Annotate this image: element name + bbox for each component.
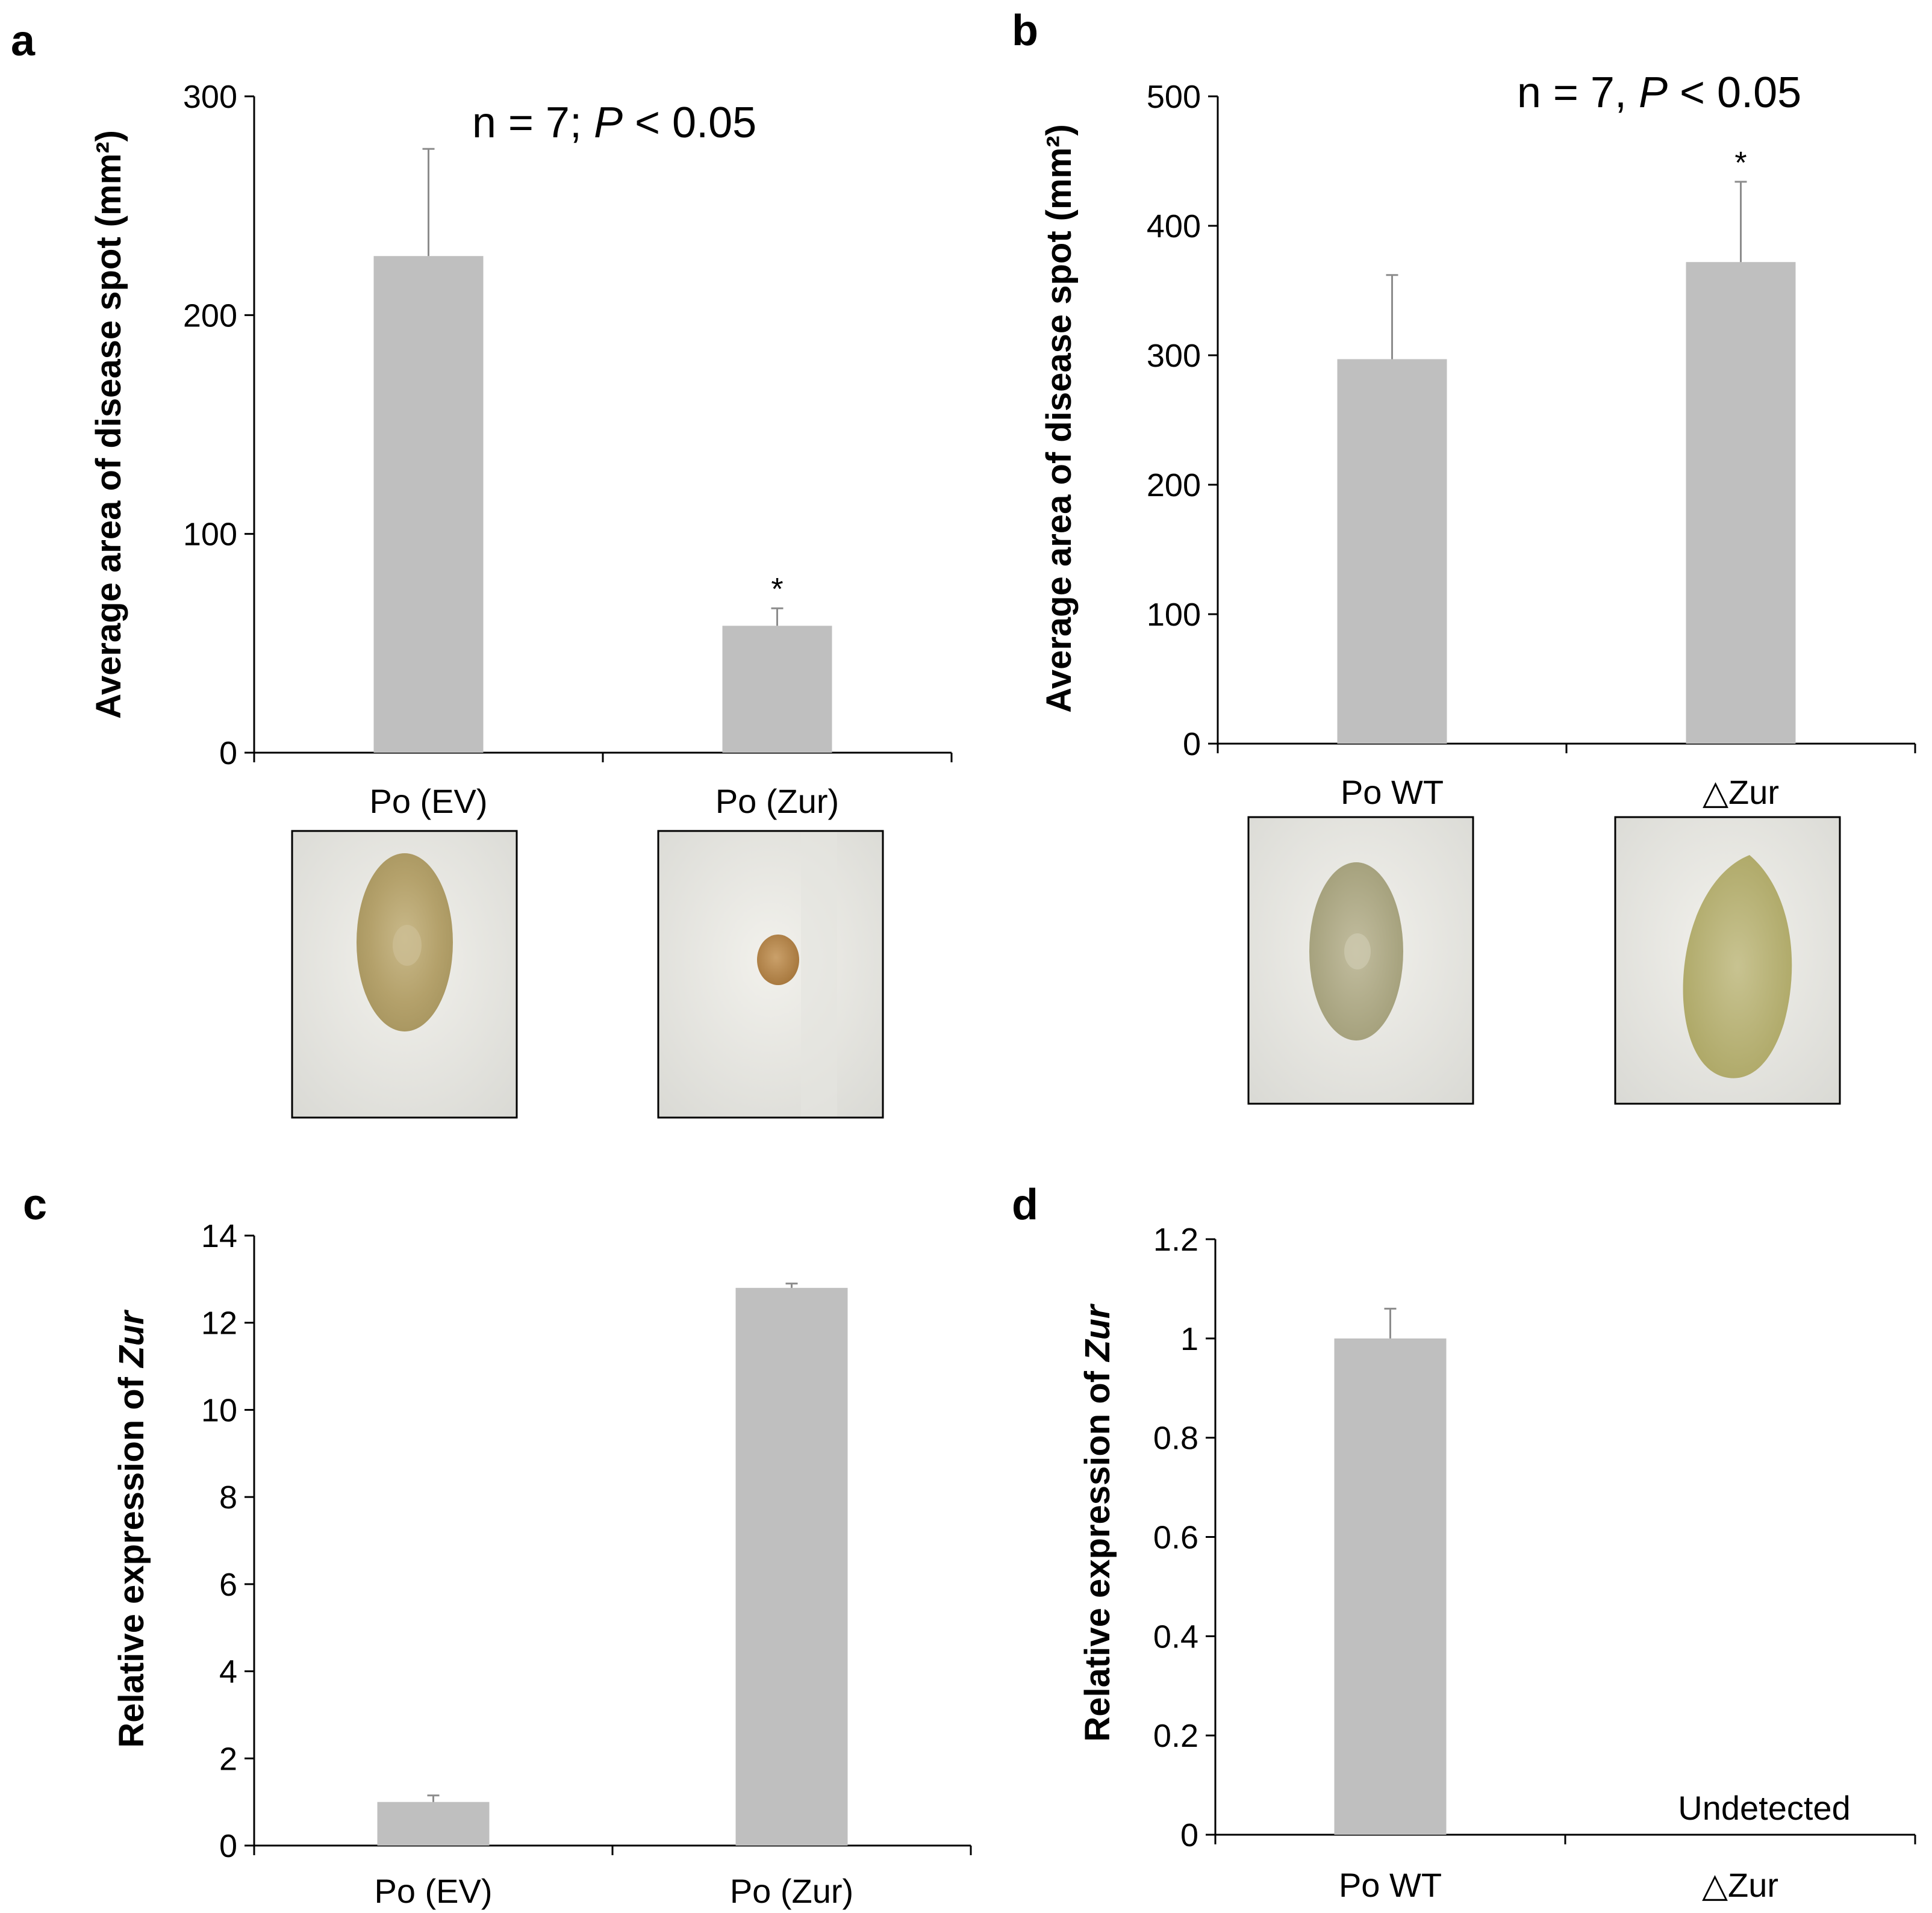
category-label: Po (Zur)	[730, 1872, 853, 1910]
y-tick-label: 0	[1180, 1817, 1198, 1853]
bar-b-0	[1337, 359, 1447, 744]
y-tick-label: 0.6	[1153, 1520, 1198, 1556]
y-tick-label: 0	[1183, 726, 1201, 762]
y-tick-label: 100	[183, 517, 237, 553]
y-tick-label: 14	[201, 1218, 237, 1254]
error-bar-c-1	[785, 1283, 798, 1288]
y-axis-title: Average area of disease spot (mm²)	[1039, 124, 1079, 713]
photo-delta-zur	[1614, 816, 1841, 1105]
category-label: △Zur	[1702, 1866, 1778, 1904]
bar-c-1	[735, 1287, 848, 1846]
category-label: Po (Zur)	[715, 782, 839, 820]
y-tick-label: 200	[1147, 467, 1201, 503]
y-axis-title: Average area of disease spot (mm²)	[89, 130, 128, 719]
bar-b-1	[1686, 262, 1796, 744]
panel-label-b: b	[1012, 7, 1038, 55]
y-tick-label: 400	[1147, 208, 1201, 244]
category-label: Po (EV)	[374, 1872, 492, 1910]
significance-marker: *	[771, 572, 783, 607]
y-tick-label: 0	[219, 735, 237, 771]
error-bar-b-1	[1734, 181, 1747, 263]
error-bar-d-0	[1384, 1307, 1397, 1339]
category-label: Po (EV)	[369, 782, 487, 820]
bar-c-0	[377, 1802, 490, 1846]
category-label: △Zur	[1703, 773, 1779, 811]
y-tick-label: 4	[219, 1654, 237, 1690]
y-tick-label: 0.8	[1153, 1420, 1198, 1457]
y-tick-label: 300	[1147, 338, 1201, 374]
y-tick-label: 500	[1147, 79, 1201, 115]
bar-d-0	[1334, 1338, 1447, 1835]
error-bar-a-0	[422, 148, 435, 257]
y-tick-label: 12	[201, 1305, 237, 1342]
y-tick-label: 1.2	[1153, 1222, 1198, 1258]
panel-label-c: c	[23, 1181, 47, 1229]
y-tick-label: 300	[183, 79, 237, 115]
y-axis-title: Relative expression of Zur	[1078, 1303, 1117, 1742]
error-bar-a-1	[771, 607, 784, 626]
chart-b: 0 100 200 300 400 500 Po WT * △Zur Average area o…	[1039, 69, 1916, 811]
bar-note: Undetected	[1678, 1789, 1850, 1827]
error-bar-b-0	[1386, 274, 1398, 359]
y-tick-label: 2	[219, 1741, 237, 1777]
chart-c: 0 2 4 6 8 10 12 14 Po (EV) Po (Zur) Relative expre…	[112, 1218, 972, 1910]
y-tick-label: 0.2	[1153, 1718, 1198, 1754]
y-tick-label: 10	[201, 1392, 237, 1428]
significance-marker: *	[1734, 146, 1747, 181]
stats-annotation: n = 7, P < 0.05	[1517, 69, 1801, 117]
photo-po-wt	[1247, 816, 1474, 1105]
y-tick-label: 1	[1180, 1321, 1198, 1357]
category-label: Po WT	[1339, 1866, 1442, 1904]
chart-d: 0 0.2 0.4 0.6 0.8 1 1.2 Po WT Undetected △Zur Rela…	[1078, 1222, 1916, 1904]
stats-annotation: n = 7; P < 0.05	[472, 99, 756, 147]
y-tick-label: 100	[1147, 597, 1201, 633]
bar-a-1	[722, 626, 832, 753]
y-tick-label: 0	[219, 1828, 237, 1864]
photo-po-zur	[657, 830, 884, 1119]
chart-a: 0 100 200 300 Po (EV) * Po (Zur) Average area o…	[89, 79, 953, 820]
photo-po-ev	[291, 830, 518, 1119]
y-axis-title: Relative expression of Zur	[112, 1309, 151, 1748]
error-bar-c-0	[427, 1794, 440, 1802]
y-tick-label: 6	[219, 1567, 237, 1603]
bar-a-0	[373, 256, 484, 753]
y-tick-label: 200	[183, 297, 237, 334]
y-tick-label: 8	[219, 1479, 237, 1516]
panel-label-a: a	[11, 17, 36, 65]
y-tick-label: 0.4	[1153, 1619, 1198, 1655]
category-label: Po WT	[1341, 773, 1444, 811]
panel-label-d: d	[1012, 1181, 1038, 1229]
